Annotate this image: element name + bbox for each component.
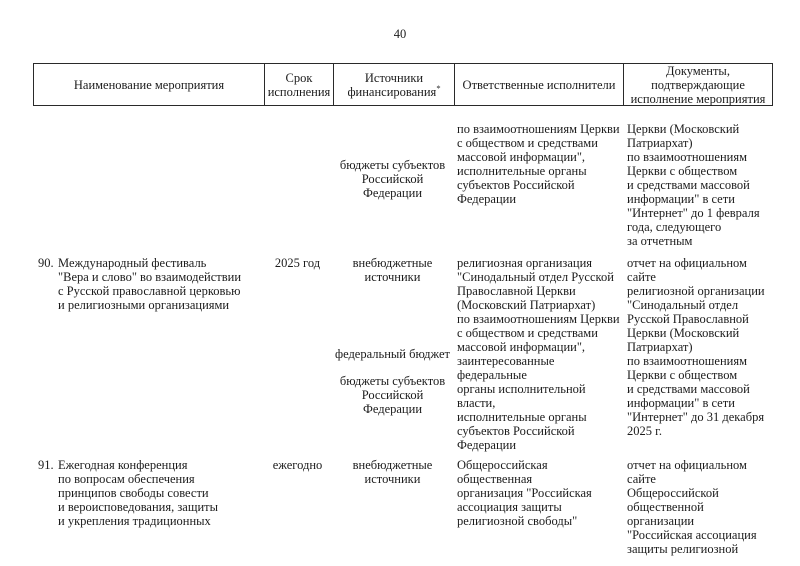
executors-text: религиозная организация "Синодальный отд… xyxy=(457,256,620,452)
cell-term: 2025 год xyxy=(263,256,332,452)
cell-executors: религиозная организация "Синодальный отд… xyxy=(453,256,622,452)
documents-text: отчет на официальном сайте Общероссийско… xyxy=(627,458,757,556)
cell-documents: отчет на официальном сайте религиозной о… xyxy=(622,256,771,452)
funding-source-item: бюджеты субъектов Российской Федерации xyxy=(339,158,446,200)
col-header-documents-label: Документы, подтверждающие исполнение мер… xyxy=(630,63,766,106)
cell-name: 90. Международный фестиваль "Вера и слов… xyxy=(33,256,263,452)
col-header-documents: Документы, подтверждающие исполнение мер… xyxy=(623,63,772,106)
table-row-continuation: бюджеты субъектов Российской Федерации п… xyxy=(33,122,773,248)
col-header-name: Наименование мероприятия xyxy=(34,64,264,105)
cell-name xyxy=(33,122,263,248)
cell-funding-sources: внебюджетные источники xyxy=(332,458,453,556)
cell-executors: по взаимоотношениям Церкви с обществом и… xyxy=(453,122,622,248)
funding-source-item: федеральный бюджет xyxy=(334,347,451,361)
col-header-sources-label: Источники финансирования* xyxy=(347,70,441,99)
cell-name: 91. Ежегодная конференция по вопросам об… xyxy=(33,458,263,556)
events-plan-table: Наименование мероприятия Срок исполнения… xyxy=(33,63,773,556)
col-header-executors-label: Ответственные исполнители xyxy=(462,77,616,92)
cell-funding-sources: бюджеты субъектов Российской Федерации xyxy=(332,122,453,248)
col-header-executors: Ответственные исполнители xyxy=(454,64,623,105)
col-header-term-label: Срок исполнения xyxy=(267,70,331,99)
page-number: 40 xyxy=(393,27,407,41)
table-row-90: 90. Международный фестиваль "Вера и слов… xyxy=(33,256,773,452)
cell-documents: Церкви (Московский Патриархат) по взаимо… xyxy=(622,122,771,248)
col-header-term: Срок исполнения xyxy=(264,64,333,105)
term-text: 2025 год xyxy=(274,256,321,270)
cell-executors: Общероссийская общественная организация … xyxy=(453,458,622,556)
documents-text: Церкви (Московский Патриархат) по взаимо… xyxy=(627,122,760,248)
cell-funding-sources: внебюджетные источники федеральный бюдже… xyxy=(332,256,453,452)
col-header-name-label: Наименование мероприятия xyxy=(73,77,225,92)
funding-source-item: внебюджетные источники xyxy=(352,256,433,284)
cell-documents: отчет на официальном сайте Общероссийско… xyxy=(622,458,771,556)
cell-term: ежегодно xyxy=(263,458,332,556)
table-row-91: 91. Ежегодная конференция по вопросам об… xyxy=(33,458,773,556)
funding-source-item: внебюджетные источники xyxy=(352,458,433,486)
cell-term xyxy=(263,122,332,248)
table-body: бюджеты субъектов Российской Федерации п… xyxy=(33,122,773,556)
funding-source-item: бюджеты субъектов Российской Федерации xyxy=(339,374,446,416)
row-number: 90. xyxy=(38,256,54,270)
event-name-text: Ежегодная конференция по вопросам обеспе… xyxy=(58,458,219,528)
event-name-text: Международный фестиваль "Вера и слово" в… xyxy=(58,256,242,312)
executors-text: Общероссийская общественная организация … xyxy=(457,458,592,528)
col-header-sources: Источники финансирования* xyxy=(333,64,454,105)
table-header: Наименование мероприятия Срок исполнения… xyxy=(33,63,773,106)
footnote-asterisk: * xyxy=(436,82,441,93)
row-number: 91. xyxy=(38,458,54,472)
executors-text: по взаимоотношениям Церкви с обществом и… xyxy=(457,122,620,206)
term-text: ежегодно xyxy=(272,458,323,472)
documents-text: отчет на официальном сайте религиозной о… xyxy=(627,256,765,438)
